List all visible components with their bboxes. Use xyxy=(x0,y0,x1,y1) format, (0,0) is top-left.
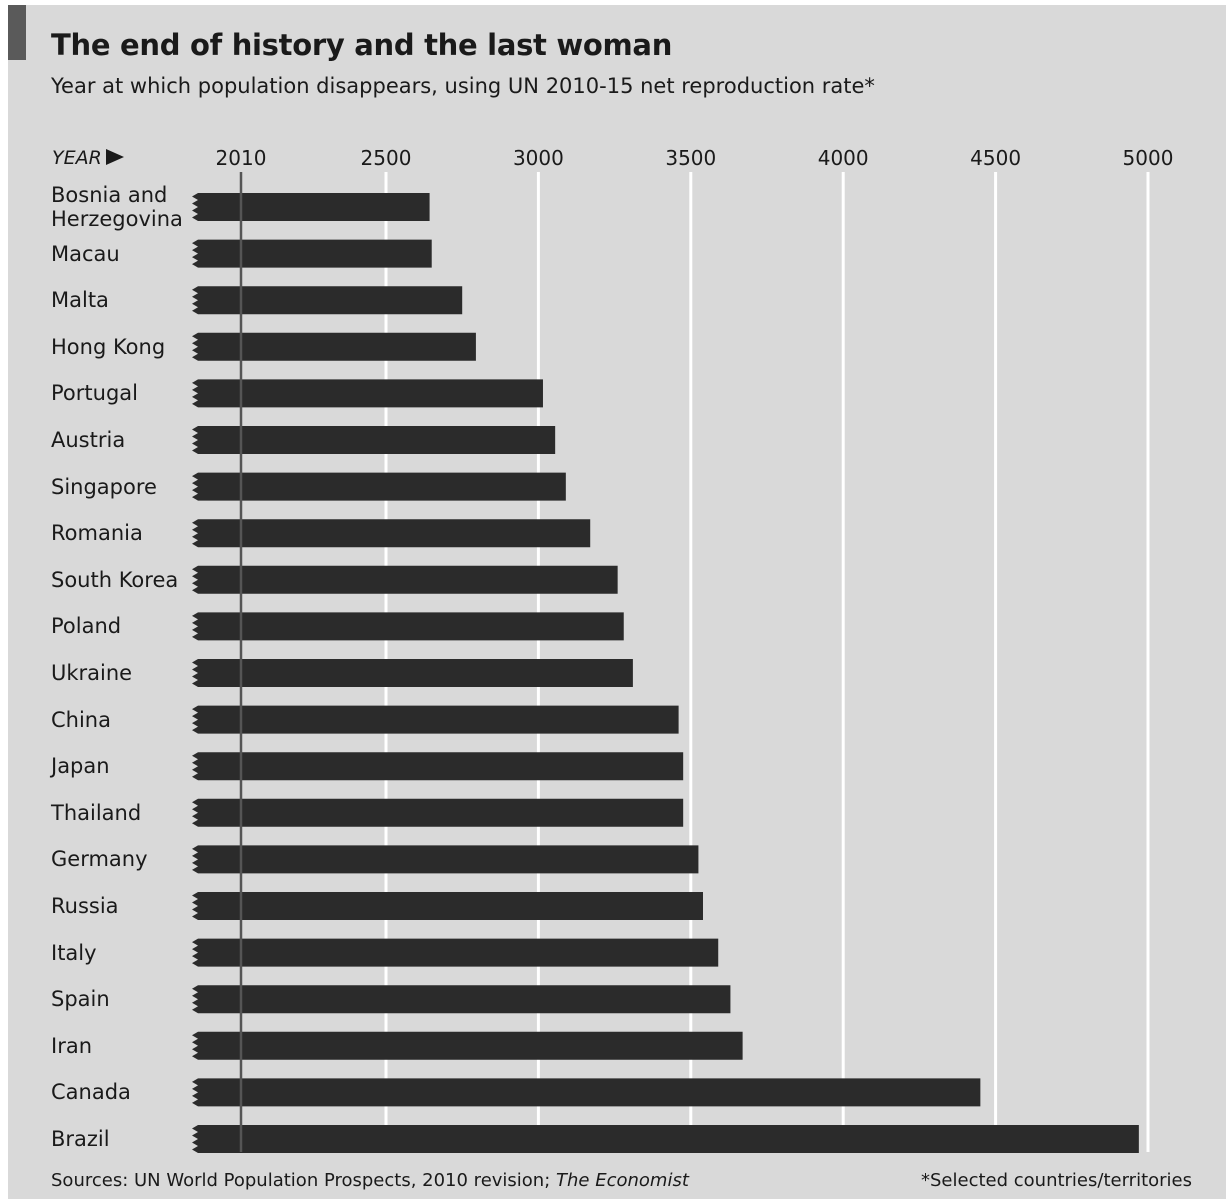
category-label: Portugal xyxy=(51,381,138,405)
category-label-line: Singapore xyxy=(51,474,157,499)
category-label-line: Portugal xyxy=(51,381,138,406)
category-label: Italy xyxy=(51,941,97,965)
sources-text: Sources: UN World Population Prospects, … xyxy=(51,1170,557,1191)
category-label-line: Thailand xyxy=(51,800,142,825)
category-label: Austria xyxy=(51,428,125,452)
category-label: Romania xyxy=(51,521,143,545)
bar-6 xyxy=(192,472,566,501)
category-label-line: Iran xyxy=(51,1033,93,1058)
selection-footnote: *Selected countries/territories xyxy=(921,1170,1192,1191)
sources-publication: The Economist xyxy=(556,1170,689,1191)
category-label: Thailand xyxy=(51,801,141,825)
category-label: Macau xyxy=(51,242,120,266)
category-label-line: Brazil xyxy=(51,1127,110,1151)
bar-15 xyxy=(192,892,703,920)
bar-7 xyxy=(192,519,591,548)
bar-5 xyxy=(192,426,556,454)
bar-4 xyxy=(192,379,543,408)
bar-0 xyxy=(192,193,430,221)
category-label-line: Germany xyxy=(51,847,148,872)
category-label: Spain xyxy=(51,987,110,1011)
category-label-line: South Korea xyxy=(51,567,179,592)
bar-10 xyxy=(192,659,633,687)
bar-13 xyxy=(192,798,684,827)
category-label-line: Malta xyxy=(51,288,109,313)
bar-11 xyxy=(192,705,679,734)
category-label-line: Hong Kong xyxy=(51,334,166,359)
bar-18 xyxy=(192,1031,743,1060)
category-label-line: Macau xyxy=(51,241,120,266)
category-label-line: Ukraine xyxy=(51,661,133,685)
category-label: Poland xyxy=(51,614,121,638)
bar-16 xyxy=(192,938,719,967)
bar-9 xyxy=(192,612,624,641)
bar-17 xyxy=(192,985,731,1014)
x-tick-label: 2010 xyxy=(215,146,267,170)
bar-3 xyxy=(192,332,476,361)
category-label-line: Romania xyxy=(51,521,143,546)
category-label: Hong Kong xyxy=(51,335,165,359)
axis-label-text: YEAR xyxy=(52,147,102,169)
category-label: China xyxy=(51,708,111,732)
x-tick-label: 3000 xyxy=(512,146,564,170)
x-tick-label: 4500 xyxy=(970,146,1022,170)
category-label: South Korea xyxy=(51,568,178,592)
bar-12 xyxy=(192,752,684,781)
bar-8 xyxy=(192,565,618,594)
x-tick-label: 3500 xyxy=(665,146,717,170)
bar-1 xyxy=(192,239,432,268)
x-tick-label: 5000 xyxy=(1122,146,1174,170)
category-label-line: Italy xyxy=(51,940,97,965)
bar-19 xyxy=(192,1078,981,1107)
category-label-line: Japan xyxy=(51,754,110,779)
category-label: Malta xyxy=(51,288,109,312)
chart-subtitle: Year at which population disappears, usi… xyxy=(51,74,875,98)
category-label-line: Herzegovina xyxy=(51,207,183,231)
bar-2 xyxy=(192,286,463,315)
category-label-line: Spain xyxy=(51,987,110,1012)
category-label-line: Poland xyxy=(51,614,122,639)
x-tick-label: 4000 xyxy=(817,146,869,170)
sources-footnote: Sources: UN World Population Prospects, … xyxy=(51,1170,689,1191)
category-label-line: Bosnia and xyxy=(51,183,168,207)
category-label: Russia xyxy=(51,894,119,918)
category-label: Singapore xyxy=(51,475,157,499)
arrow-right-icon xyxy=(105,149,124,165)
category-label: Brazil xyxy=(51,1127,110,1151)
bar-20 xyxy=(192,1125,1139,1153)
category-label: Ukraine xyxy=(51,661,132,685)
category-label: Germany xyxy=(51,847,148,871)
category-label: Japan xyxy=(51,754,110,778)
accent-bar xyxy=(8,5,26,60)
category-label: Bosnia and Herzegovina xyxy=(51,183,183,231)
chart-title: The end of history and the last woman xyxy=(51,28,673,62)
category-label-line: China xyxy=(51,707,111,732)
category-label-line: Austria xyxy=(51,428,126,452)
axis-label-year: YEAR xyxy=(52,147,124,169)
category-label-line: Russia xyxy=(51,894,119,918)
category-label: Canada xyxy=(51,1080,131,1104)
x-tick-label: 2500 xyxy=(360,146,412,170)
category-label-line: Canada xyxy=(51,1080,131,1105)
bar-14 xyxy=(192,845,699,874)
category-label: Iran xyxy=(51,1034,92,1058)
